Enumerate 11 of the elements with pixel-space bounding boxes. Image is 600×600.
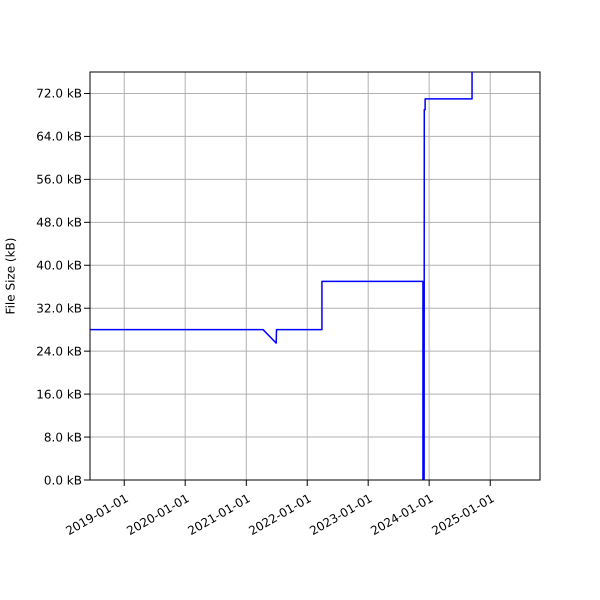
y-tick-label: 48.0 kB [36, 216, 82, 230]
y-tick-label: 72.0 kB [36, 86, 82, 101]
y-tick-label: 0.0 kB [44, 473, 82, 488]
y-tick-label: 56.0 kB [36, 172, 82, 187]
y-tick-label: 32.0 kB [36, 301, 82, 316]
y-tick-label: 24.0 kB [36, 344, 82, 358]
y-tick-label: 64.0 kB [36, 130, 82, 144]
y-tick-label: 16.0 kB [36, 387, 82, 402]
y-axis-title: File Size (kB) [3, 238, 18, 314]
y-tick-label: 40.0 kB [36, 258, 82, 273]
y-tick-label: 8.0 kB [44, 430, 82, 444]
